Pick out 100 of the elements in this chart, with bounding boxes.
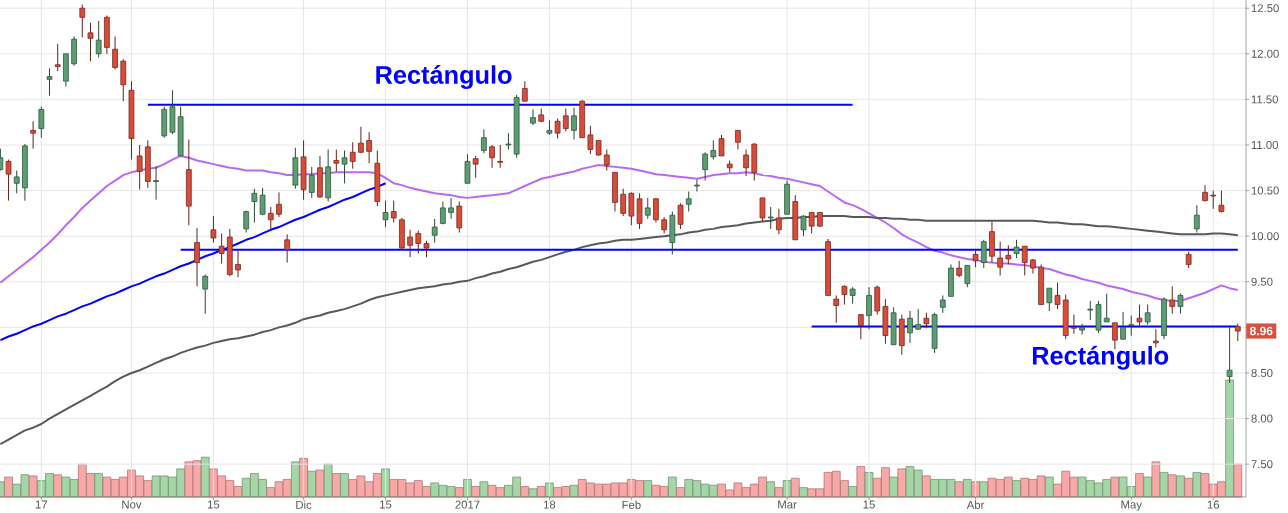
candlestick <box>694 179 700 192</box>
bar <box>1044 476 1054 498</box>
candlestick <box>980 239 987 269</box>
x-tick-label: Dic <box>296 500 312 509</box>
x-tick-label: 17 <box>35 500 48 509</box>
bar <box>1151 461 1161 498</box>
candlestick <box>54 43 61 72</box>
candlestick <box>481 128 487 154</box>
candlestick <box>136 144 143 191</box>
bar <box>897 468 907 498</box>
candlestick <box>562 108 569 132</box>
candlestick <box>489 144 495 169</box>
bar <box>643 480 653 498</box>
y-tick-label: 8.50 <box>1251 368 1273 377</box>
candlestick <box>120 58 127 102</box>
candlestick <box>628 191 635 226</box>
bar <box>766 481 776 498</box>
annotation: 8.96 <box>1249 326 1273 336</box>
bar <box>1176 475 1185 498</box>
candlestick <box>308 166 315 199</box>
bar <box>315 469 325 498</box>
bar <box>1159 472 1169 498</box>
candlestick <box>800 214 807 237</box>
candlestick <box>153 165 159 201</box>
bar <box>856 466 866 498</box>
candlestick <box>456 201 463 234</box>
candlestick <box>1202 184 1208 203</box>
candlestick <box>1079 323 1085 336</box>
candlestick <box>259 187 266 216</box>
candlestick <box>1071 314 1077 335</box>
y-tick-label: 7.50 <box>1251 460 1273 469</box>
candlestick <box>1210 190 1217 210</box>
candlestick <box>735 129 741 151</box>
candlestick <box>1054 282 1061 310</box>
bar <box>922 475 931 498</box>
candlestick <box>964 264 971 288</box>
bar <box>790 477 800 498</box>
candlestick <box>112 35 118 70</box>
candlestick <box>349 141 356 170</box>
candlestick <box>776 208 782 235</box>
candlestick <box>554 118 561 140</box>
candlestick <box>1193 204 1200 234</box>
candlestick <box>1120 311 1126 340</box>
candlestick <box>218 232 225 265</box>
bar <box>28 475 38 498</box>
candlestick <box>743 149 749 177</box>
candlestick <box>907 310 913 344</box>
x-tick-label: 18 <box>543 500 556 509</box>
candlestick <box>1005 244 1012 265</box>
annotation: Rectángulo <box>1032 345 1169 370</box>
x-tick-label: Feb <box>622 500 641 509</box>
candlestick <box>866 286 872 330</box>
candlestick <box>702 151 708 182</box>
candlestick <box>5 159 12 202</box>
candlestick <box>808 211 815 234</box>
candlestick <box>267 206 274 230</box>
candlestick <box>653 197 659 223</box>
bar <box>569 484 579 498</box>
candlestick <box>1144 304 1151 326</box>
candlestick <box>358 126 364 154</box>
y-tick-label: 11.50 <box>1251 95 1278 104</box>
candlestick <box>46 67 53 97</box>
bar <box>340 473 349 498</box>
candlestick <box>857 314 864 340</box>
candlestick <box>841 284 848 306</box>
candlestick <box>276 191 282 218</box>
candlestick <box>95 20 102 58</box>
candlestick <box>382 200 389 228</box>
candlestick <box>644 197 651 220</box>
bar <box>528 488 538 498</box>
candlestick <box>997 241 1004 276</box>
candlestick <box>407 229 413 258</box>
candlestick <box>497 144 504 169</box>
candlestick <box>677 202 684 230</box>
x-tick-label: 2017 <box>455 500 480 509</box>
candlestick <box>210 215 217 244</box>
candlestick <box>251 188 258 223</box>
candlestick <box>194 227 200 287</box>
y-tick-label: 10.00 <box>1251 232 1279 241</box>
candlestick <box>415 230 422 254</box>
candlestick <box>13 170 20 194</box>
x-tick-label: Mar <box>778 500 797 509</box>
candlestick <box>767 206 774 230</box>
candlestick <box>38 106 45 139</box>
candlestick <box>1087 300 1094 321</box>
candlestick <box>202 273 209 315</box>
x-tick-label: Nov <box>122 500 142 509</box>
x-tick-label: 16 <box>1207 500 1220 509</box>
candlestick <box>30 120 36 150</box>
candlestick <box>79 4 86 38</box>
candlestick <box>1021 245 1028 276</box>
bar <box>1233 463 1243 498</box>
x-tick-label: Abr <box>966 500 985 509</box>
candlestick <box>333 149 340 172</box>
annotation: Rectángulo <box>376 65 512 89</box>
y-tick-label: 9.50 <box>1251 277 1273 286</box>
candlestick <box>464 153 471 184</box>
y-tick-label: 12.50 <box>1251 4 1279 13</box>
candlestick <box>685 190 692 213</box>
candlestick <box>759 197 766 223</box>
